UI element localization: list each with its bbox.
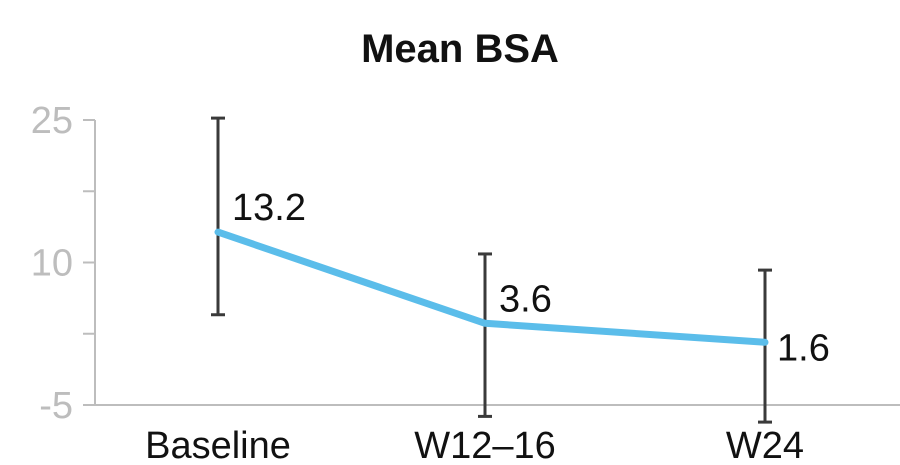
x-tick-label: Baseline: [145, 425, 291, 465]
y-tick-label: -5: [39, 385, 73, 427]
data-label: 3.6: [499, 278, 552, 320]
data-label: 13.2: [232, 187, 306, 229]
axis-layer: -5 10 25 Baseline W12–16 W24: [31, 100, 900, 465]
error-bar: [758, 268, 772, 424]
x-tick-label: W12–16: [414, 425, 556, 465]
series-line: [214, 228, 769, 346]
series-layer: [214, 228, 769, 346]
data-label: 1.6: [777, 327, 830, 369]
error-bar-layer: [211, 116, 772, 424]
error-bar: [211, 116, 225, 317]
y-tick-label: 25: [31, 100, 73, 142]
y-tick-label: 10: [31, 243, 73, 285]
chart-title: Mean BSA: [361, 27, 559, 71]
data-label-layer: 13.2 3.6 1.6: [232, 187, 830, 369]
x-tick-label: W24: [726, 425, 804, 465]
error-bar: [478, 252, 492, 418]
